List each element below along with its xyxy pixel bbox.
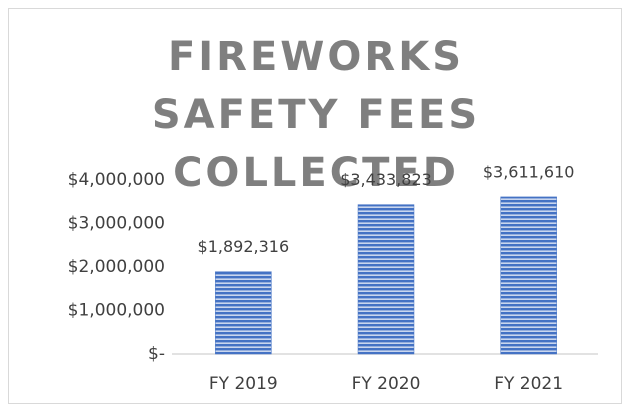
x-tick-label: FY 2019 [209,374,278,394]
y-tick-label: $4,000,000 [68,170,165,190]
x-tick-label: FY 2020 [352,374,421,394]
value-label: $3,433,823 [340,170,432,189]
chart-border [8,8,622,404]
bar [215,271,272,355]
y-tick-label: $3,000,000 [68,214,165,234]
bar [357,204,415,355]
value-label: $3,611,610 [483,162,575,181]
y-tick-label: $1,000,000 [68,301,165,321]
value-label: $1,892,316 [198,237,290,256]
y-tick-label: $2,000,000 [68,257,165,277]
bar [500,196,557,355]
x-tick-label: FY 2021 [494,374,563,394]
chart-title: FIREWORKS SAFETY FEES COLLECTED [151,34,481,196]
y-tick-label: $- [148,344,165,364]
